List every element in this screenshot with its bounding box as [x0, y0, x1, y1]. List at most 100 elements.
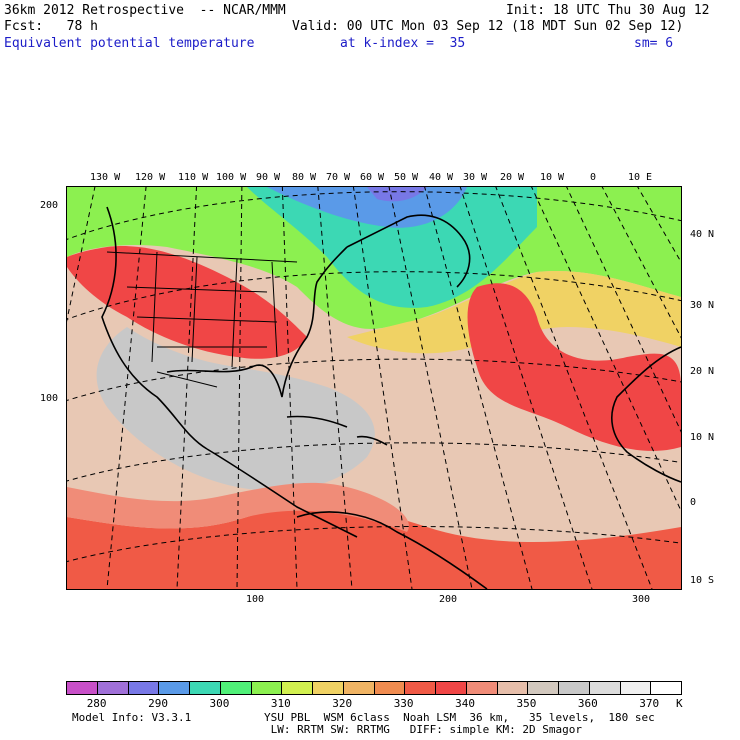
- lon-line-10e: [637, 187, 681, 263]
- plot-title: 36km 2012 Retrospective -- NCAR/MMM: [4, 3, 286, 18]
- colorbar-swatch: [497, 682, 529, 694]
- colorbar-swatch: [343, 682, 375, 694]
- colorbar-label: 340: [455, 697, 475, 710]
- lon-label: 100 W: [216, 172, 247, 183]
- lat-label: 10 N: [690, 432, 715, 443]
- lon-line-120w: [106, 187, 147, 589]
- forecast-hour: Fcst: 78 h: [4, 19, 98, 34]
- coast-africa: [611, 346, 681, 483]
- lon-line-90w: [281, 187, 298, 589]
- lat-line-30n: [67, 271, 681, 320]
- lon-label: 40 W: [429, 172, 454, 183]
- colorbar-swatch: [466, 682, 498, 694]
- borders-states-vertical: [151, 251, 278, 368]
- model-info-line2: LW: RRTM SW: RRTMG DIFF: simple KM: 2D S…: [72, 723, 582, 736]
- lon-line-10w: [566, 187, 681, 433]
- lon-label: 120 W: [135, 172, 166, 183]
- left-axis-200: 200: [40, 200, 59, 211]
- valid-time: Valid: 00 UTC Mon 03 Sep 12 (18 MDT Sun …: [292, 19, 684, 34]
- lon-line-60w: [388, 187, 473, 589]
- lon-label: 110 W: [178, 172, 209, 183]
- lat-label: 0: [690, 497, 697, 508]
- warm-region-continent: [67, 246, 307, 359]
- coast-south-america: [296, 511, 488, 589]
- bottom-axis-200: 200: [439, 594, 458, 605]
- lon-label: 20 W: [500, 172, 525, 183]
- lon-line-30w: [495, 187, 653, 589]
- lon-label: 90 W: [256, 172, 281, 183]
- colorbar-swatch: [67, 682, 98, 694]
- lon-label: 60 W: [360, 172, 385, 183]
- coast-pacific-north-america: [101, 206, 208, 450]
- lon-line-80w: [317, 187, 353, 589]
- lat-label: 40 N: [690, 229, 715, 240]
- map-panel: [66, 186, 682, 590]
- colorbar-swatch: [220, 682, 252, 694]
- colorbar-label: 290: [148, 697, 168, 710]
- colorbar-swatch: [620, 682, 652, 694]
- colorbar-swatch: [436, 682, 467, 694]
- colorbar-swatch: [282, 682, 313, 694]
- colorbar-label: 310: [270, 697, 291, 710]
- lon-label: 80 W: [292, 172, 317, 183]
- colorbar-swatch: [313, 682, 344, 694]
- colorbar-label: 300: [209, 697, 230, 710]
- init-time: Init: 18 UTC Thu 30 Aug 12: [506, 3, 710, 18]
- lat-label: 30 N: [690, 300, 715, 311]
- cold-core-300: [267, 187, 467, 228]
- political-borders: [106, 251, 298, 388]
- lon-line-70w: [352, 187, 413, 589]
- colorbar-swatch: [405, 682, 436, 694]
- graticule: [67, 187, 681, 589]
- lon-label: 130 W: [90, 172, 121, 183]
- mixed-region-360: [96, 327, 375, 491]
- colorbar-swatch: [128, 682, 160, 694]
- lon-label: 10 W: [540, 172, 565, 183]
- left-axis-100: 100: [40, 393, 59, 404]
- colorbar-label: 330: [393, 697, 414, 710]
- cold-core-290: [367, 187, 427, 202]
- colorbar-swatch: [589, 682, 621, 694]
- border-us-canada: [106, 251, 298, 263]
- colorbar-label: 360: [577, 697, 598, 710]
- colorbar-label: 320: [332, 697, 353, 710]
- borders-states-horizontal: [126, 286, 278, 348]
- lon-label: 50 W: [394, 172, 419, 183]
- lon-label: 70 W: [326, 172, 351, 183]
- colorbar-swatch: [251, 682, 283, 694]
- coast-canada-east: [346, 214, 471, 288]
- coast-central-america: [206, 448, 358, 538]
- warm-region-350: [67, 482, 409, 532]
- lon-line-50w: [424, 187, 533, 589]
- lon-label: 10 E: [628, 172, 653, 183]
- lon-label: 0: [590, 172, 597, 183]
- smooth-label: sm= 6: [634, 36, 674, 51]
- colorbar-swatch: [159, 682, 190, 694]
- lon-line-0: [601, 187, 681, 339]
- lon-label: 30 W: [463, 172, 488, 183]
- colorbar-label: 370: [639, 697, 660, 710]
- colorbar-unit: K: [676, 697, 683, 710]
- lon-line-110w: [176, 187, 198, 589]
- colorbar-swatch: [651, 682, 681, 694]
- colorbar-swatch: [559, 682, 590, 694]
- coastlines: [101, 206, 681, 589]
- coast-cuba: [286, 415, 348, 428]
- lon-line-100w: [236, 187, 243, 589]
- coast-hispaniola: [356, 435, 388, 446]
- colorbar-swatch: [97, 682, 129, 694]
- lat-line-20n: [67, 358, 681, 401]
- coast-gulf-east: [166, 246, 348, 398]
- lat-line-10n: [67, 442, 681, 482]
- colorbar-swatch: [528, 682, 559, 694]
- model-info-line1: Model Info: V3.3.1 YSU PBL WSM 6class No…: [72, 711, 655, 724]
- field-name: Equivalent potential temperature: [4, 36, 255, 51]
- bottom-axis-300: 300: [632, 594, 651, 605]
- level-label: at k-index = 35: [340, 36, 466, 51]
- colorbar-label: 280: [86, 697, 107, 710]
- lat-line-40n: [67, 191, 681, 240]
- lat-label: 20 N: [690, 366, 715, 377]
- colorbar-swatch: [190, 682, 221, 694]
- colorbar-label: 350: [516, 697, 537, 710]
- lon-line-40w: [459, 187, 593, 589]
